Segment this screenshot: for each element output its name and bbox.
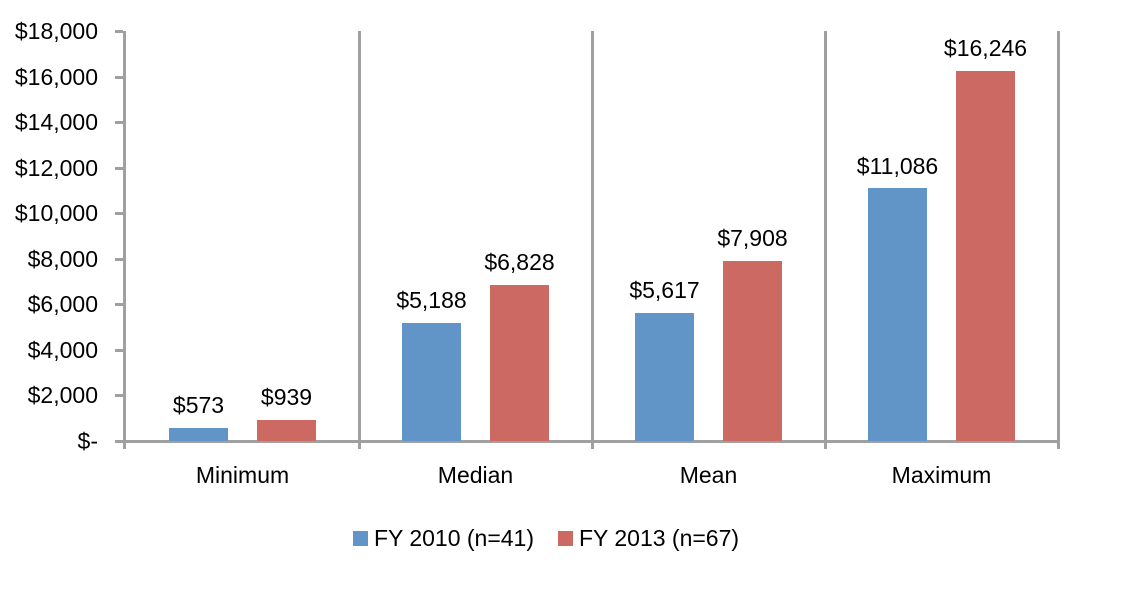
y-axis-tick [115, 257, 123, 261]
category-label: Mean [679, 462, 738, 488]
y-axis-tick-label: $6,000 [27, 291, 98, 318]
y-axis-tick [115, 394, 123, 398]
bar-maximum-series1 [868, 188, 927, 441]
y-axis-tick-label: $16,000 [14, 63, 98, 90]
y-axis-tick-label: $10,000 [14, 200, 98, 227]
y-axis-tick-label: $8,000 [27, 245, 98, 272]
y-axis-tick [115, 212, 123, 216]
bar-value-label: $939 [260, 383, 313, 410]
legend-entry-series1: FY 2010 (n=41) [352, 525, 534, 551]
bar-value-label: $5,617 [629, 277, 700, 304]
bar-median-series2 [490, 285, 549, 441]
legend-label: FY 2013 (n=67) [579, 525, 740, 551]
bar-mean-series1 [635, 313, 694, 441]
y-axis-tick-label: $12,000 [14, 154, 98, 181]
y-axis-tick-label: $14,000 [14, 109, 98, 136]
y-axis-tick [115, 121, 123, 125]
category-separator-line [590, 31, 594, 449]
category-separator-line [823, 31, 827, 449]
bar-minimum-series1 [169, 427, 228, 441]
category-separator-line [357, 31, 361, 449]
bar-mean-series2 [723, 260, 782, 441]
bar-value-label: $7,908 [717, 224, 788, 251]
category-label: Minimum [195, 462, 290, 488]
legend-swatch-icon [352, 530, 368, 546]
bar-minimum-series2 [257, 419, 316, 441]
legend-swatch-icon [558, 530, 573, 546]
y-axis-tick [115, 30, 123, 33]
chart-legend: FY 2010 (n=41) FY 2013 (n=67) [0, 525, 1110, 551]
x-axis-line [115, 440, 1058, 443]
y-axis-tick [115, 303, 123, 307]
y-axis-tick [115, 440, 123, 443]
y-axis-line [123, 31, 126, 449]
y-axis-tick-label: $2,000 [27, 382, 98, 409]
bar-value-label: $6,828 [484, 249, 555, 276]
bar-maximum-series2 [956, 70, 1015, 441]
legend-entry-series2: FY 2013 (n=67) [558, 525, 739, 551]
y-axis-tick [115, 166, 123, 170]
bar-value-label: $5,188 [396, 286, 467, 313]
bar-value-label: $16,246 [943, 34, 1028, 61]
y-axis-tick [115, 348, 123, 352]
category-label: Median [437, 462, 514, 488]
category-separator-line [1056, 31, 1060, 449]
y-axis-tick-label: $- [77, 428, 98, 454]
y-axis-tick [115, 75, 123, 79]
bar-value-label: $573 [172, 391, 225, 418]
bar-value-label: $11,086 [856, 152, 939, 179]
legend-label: FY 2010 (n=41) [373, 525, 534, 551]
y-axis-tick-label: $4,000 [27, 336, 98, 363]
y-axis-tick-label: $18,000 [14, 18, 98, 44]
category-label: Maximum [891, 462, 992, 488]
bar-median-series1 [402, 322, 461, 441]
